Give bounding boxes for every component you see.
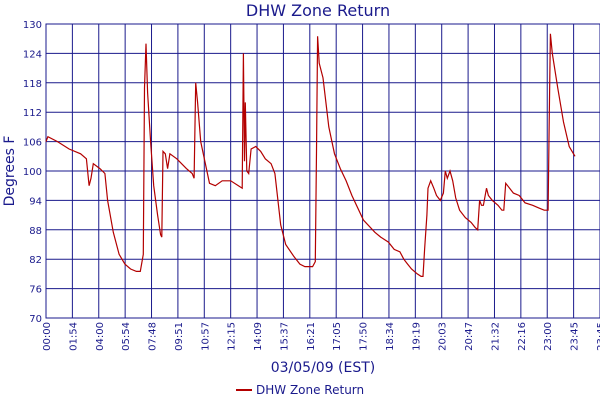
x-tick-label: 16:21 <box>306 322 317 351</box>
y-tick-label: 100 <box>23 167 42 178</box>
y-tick-label: 70 <box>29 314 42 325</box>
x-tick-label: 10:57 <box>200 322 211 351</box>
x-tick-label: 18:34 <box>385 322 396 351</box>
x-tick-label: 05:54 <box>121 322 132 351</box>
x-tick-label: 12:15 <box>227 322 238 351</box>
x-tick-label: 19:19 <box>411 322 422 351</box>
legend: DHW Zone Return <box>236 383 364 397</box>
x-tick-label: 01:54 <box>68 322 79 351</box>
x-tick-label: 17:05 <box>332 322 343 351</box>
x-tick-label: 20:47 <box>464 322 475 351</box>
x-tick-label: 15:37 <box>279 322 290 351</box>
series-line-dhw-zone-return <box>45 33 576 277</box>
y-tick-label: 82 <box>29 255 42 266</box>
x-tick-label: 07:48 <box>148 322 159 351</box>
y-tick-label: 124 <box>23 49 42 60</box>
x-axis-ticks: 00:00 01:54 04:00 05:54 07:48 09:51 10:57 12:15… <box>42 322 600 351</box>
x-tick-label: 17:50 <box>359 322 370 351</box>
y-tick-label: 112 <box>23 108 42 119</box>
x-tick-label: 09:51 <box>174 322 185 351</box>
x-tick-label: 04:00 <box>95 322 106 351</box>
y-tick-label: 130 <box>23 20 42 31</box>
legend-label: DHW Zone Return <box>256 383 364 397</box>
chart-title: DHW Zone Return <box>246 1 390 20</box>
x-tick-label: 20:03 <box>438 322 449 351</box>
x-tick-label: 23:45 <box>596 322 600 351</box>
y-axis-label: Degrees F <box>2 136 18 207</box>
x-tick-label: 23:00 <box>543 322 554 351</box>
x-tick-label: 14:09 <box>253 322 264 351</box>
y-axis-ticks: 70 76 82 88 94 100 106 112 118 124 130 <box>23 20 42 325</box>
x-tick-label: 00:00 <box>42 322 53 351</box>
x-axis-label: 03/05/09 (EST) <box>271 360 376 376</box>
y-tick-label: 118 <box>23 79 42 90</box>
x-tick-label: 23:45 <box>570 322 581 351</box>
x-tick-label: 21:32 <box>490 322 501 351</box>
y-tick-label: 94 <box>29 196 42 207</box>
x-tick-label: 22:16 <box>517 322 528 351</box>
y-tick-label: 106 <box>23 138 42 149</box>
y-tick-label: 76 <box>29 285 42 296</box>
y-tick-label: 88 <box>29 226 42 237</box>
